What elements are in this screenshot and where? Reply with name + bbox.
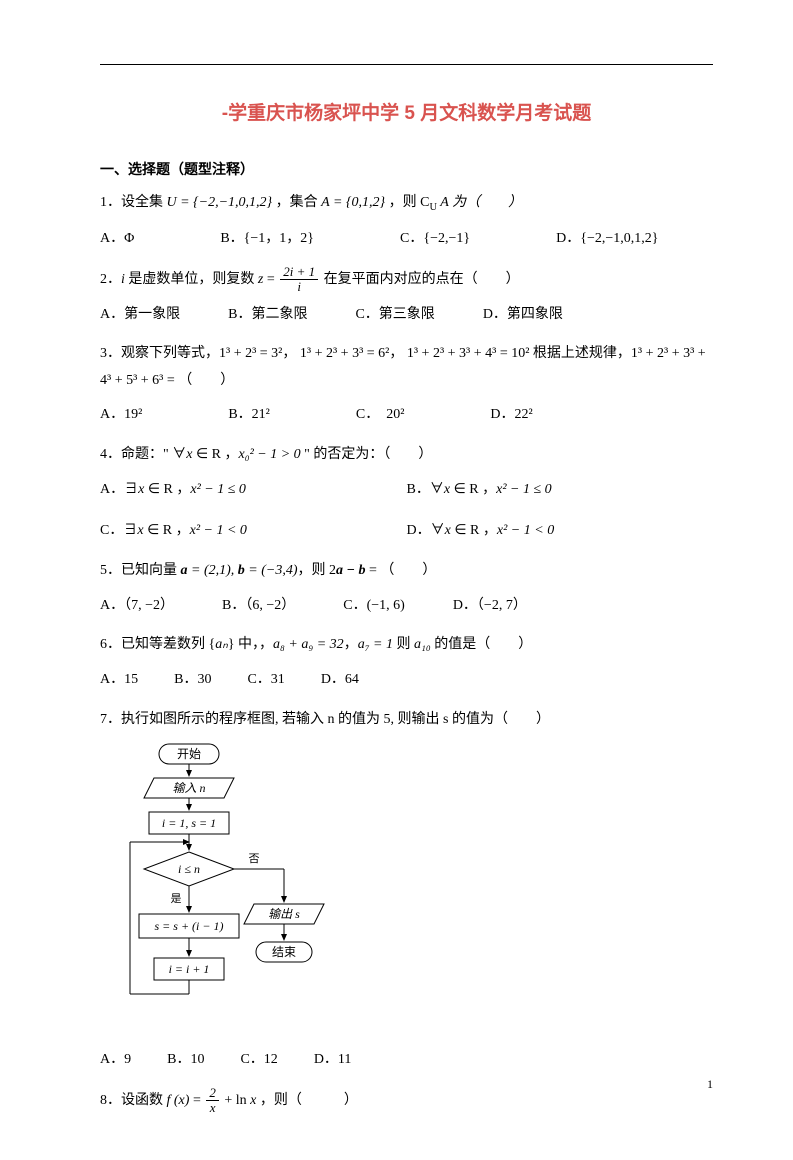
q3-opt-c: C． 20²	[356, 400, 405, 431]
page-number: 1	[707, 1077, 713, 1092]
q4-options-row2: C．∃x ∈ R ，x² − 1 < 0 D．∀x ∈ R ，x² − 1 < …	[100, 516, 713, 547]
q2-options: A．第一象限 B．第二象限 C．第三象限 D．第四象限	[100, 300, 713, 331]
q4-opt-d: D．∀x ∈ R ，x² − 1 < 0	[407, 523, 555, 538]
q7-opt-a: A．9	[100, 1045, 131, 1076]
svg-text:i = 1, s = 1: i = 1, s = 1	[162, 816, 216, 830]
q3-stem: 3．观察下列等式，1³ + 2³ = 3²， 1³ + 2³ + 3³ = 6²…	[100, 341, 713, 394]
q4-stem: 4．命题：" ∀x ∈ R ，x₀² − 1 > 0 " 的否定为：（ ）	[100, 441, 713, 469]
q5-opt-b: B．（6, −2）	[222, 591, 295, 622]
q1-opt-b: B．{−1，1，2}	[220, 224, 314, 255]
q1-stem: 1．设全集 U = {−2,−1,0,1,2} ，集合 A = {0,1,2} …	[100, 189, 713, 218]
svg-text:s = s + (i − 1): s = s + (i − 1)	[155, 919, 224, 933]
q5-options: A．（7, −2） B．（6, −2） C．(−1, 6) D．（−2, 7）	[100, 591, 713, 622]
svg-text:是: 是	[171, 892, 182, 905]
svg-text:i = i + 1: i = i + 1	[169, 962, 210, 976]
page-title: -学重庆市杨家坪中学 5 月文科数学月考试题	[100, 98, 713, 125]
q1-options: A．Φ B．{−1，1，2} C．{−2,−1} D．{−2,−1,0,1,2}	[100, 224, 713, 255]
q2-stem: 2．i 是虚数单位，则复数 z = 2i + 1i 在复平面内对应的点在（ ）	[100, 265, 713, 295]
q4-opt-b: B．∀x ∈ R ，x² − 1 ≤ 0	[407, 482, 552, 497]
q1-opt-c: C．{−2,−1}	[400, 224, 470, 255]
q6-opt-b: B．30	[174, 665, 211, 696]
svg-text:i ≤ n: i ≤ n	[178, 862, 200, 876]
q3-opt-a: A．19²	[100, 400, 142, 431]
q3-options: A．19² B．21² C． 20² D．22²	[100, 400, 713, 431]
svg-text:输入 n: 输入 n	[172, 781, 205, 795]
q7-opt-d: D．11	[314, 1045, 352, 1076]
q5-opt-c: C．(−1, 6)	[343, 591, 405, 622]
q1-opt-a: A．Φ	[100, 224, 134, 255]
q6-opt-d: D．64	[321, 665, 359, 696]
svg-text:结束: 结束	[272, 945, 296, 959]
q2-opt-b: B．第二象限	[228, 300, 307, 331]
q6-stem: 6．已知等差数列 {aₙ} 中，，a₈ + a₉ = 32，a₇ = 1 则 a…	[100, 631, 713, 659]
q7-stem: 7．执行如图所示的程序框图, 若输入 n 的值为 5, 则输出 s 的值为（ ）	[100, 706, 713, 734]
svg-text:输出 s: 输出 s	[268, 907, 300, 921]
q3-opt-d: D．22²	[490, 400, 532, 431]
flowchart: 开始 输入 n i = 1, s = 1 i ≤ n 否 输出 s 结束	[124, 742, 713, 1037]
q4-opt-c: C．∃x ∈ R ，x² − 1 < 0	[100, 523, 247, 538]
q2-opt-a: A．第一象限	[100, 300, 180, 331]
q2-opt-d: D．第四象限	[483, 300, 563, 331]
q8-stem: 8．设函数 f (x) = 2x + ln x ，则（ ）	[100, 1086, 713, 1116]
q7-opt-b: B．10	[167, 1045, 204, 1076]
q6-opt-c: C．31	[247, 665, 284, 696]
q7-options: A．9 B．10 C．12 D．11	[100, 1045, 713, 1076]
q6-options: A．15 B．30 C．31 D．64	[100, 665, 713, 696]
q1-opt-d: D．{−2,−1,0,1,2}	[556, 224, 658, 255]
svg-text:开始: 开始	[177, 747, 201, 761]
q5-opt-d: D．（−2, 7）	[453, 591, 527, 622]
section-heading: 一、选择题（题型注释）	[100, 159, 713, 179]
q5-opt-a: A．（7, −2）	[100, 591, 174, 622]
q4-opt-a: A．∃x ∈ R ，x² − 1 ≤ 0	[100, 482, 246, 497]
svg-text:否: 否	[249, 853, 260, 865]
q4-options-row1: A．∃x ∈ R ，x² − 1 ≤ 0 B．∀x ∈ R ，x² − 1 ≤ …	[100, 475, 713, 506]
q3-opt-b: B．21²	[228, 400, 270, 431]
q6-opt-a: A．15	[100, 665, 138, 696]
q5-stem: 5．已知向量 a = (2,1), b = (−3,4)，则 2a − b = …	[100, 557, 713, 585]
q2-opt-c: C．第三象限	[355, 300, 434, 331]
q7-opt-c: C．12	[240, 1045, 277, 1076]
